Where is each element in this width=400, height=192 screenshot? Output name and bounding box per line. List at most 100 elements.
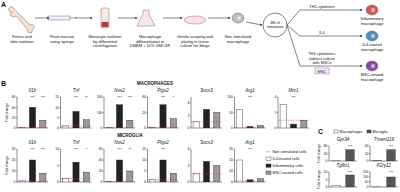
- tick: [369, 146, 370, 147]
- bar: [73, 162, 79, 182]
- tick: [369, 153, 370, 154]
- bar: [127, 120, 133, 128]
- pellet: [102, 22, 109, 27]
- tick: [369, 177, 370, 178]
- label: Mrc1: [289, 88, 299, 93]
- bar: [170, 119, 176, 128]
- y-axis: [191, 97, 192, 128]
- label: ***: [74, 148, 79, 152]
- y-axis: [370, 146, 371, 161]
- label: 0: [101, 180, 103, 184]
- bone: [9, 7, 35, 33]
- label: 5: [144, 169, 146, 173]
- tick: [233, 149, 234, 150]
- bar: [290, 124, 296, 128]
- label: tibia isolation: [10, 39, 33, 44]
- label: 0: [188, 180, 190, 184]
- label: 20: [12, 116, 16, 120]
- label: 20: [99, 169, 103, 173]
- label: 0: [188, 126, 190, 130]
- y-axis: [104, 149, 105, 182]
- label: 30: [229, 147, 233, 151]
- tick: [190, 182, 191, 183]
- label: Tmem119: [374, 137, 394, 142]
- label: P2ry12: [377, 163, 392, 168]
- bar: [83, 172, 89, 182]
- legend-swatch: [334, 130, 338, 133]
- label: MICROGLIA: [117, 133, 143, 138]
- label: Il1b: [29, 88, 37, 93]
- label: 4: [188, 101, 190, 105]
- bar: [237, 109, 243, 128]
- legend-swatch: [266, 164, 271, 167]
- label: macrophage: [361, 77, 384, 82]
- tick: [103, 160, 104, 161]
- plot: [104, 105, 135, 128]
- branch: [287, 10, 300, 25]
- bar: [237, 160, 243, 182]
- label: 150: [363, 170, 369, 174]
- tick: [103, 112, 104, 113]
- y-axis: [17, 149, 18, 182]
- label: Tgfbr1: [336, 163, 350, 168]
- label: Nos2: [114, 88, 125, 93]
- plot: [17, 107, 48, 128]
- tick: [16, 160, 17, 161]
- label: 60: [12, 95, 16, 99]
- label: 0: [367, 185, 369, 189]
- y-axis: [104, 97, 105, 128]
- label: ***: [74, 96, 79, 100]
- reference-line: [235, 127, 266, 128]
- label: 5: [57, 164, 59, 168]
- tick: [59, 117, 60, 118]
- tick: [328, 153, 329, 154]
- tick: [369, 161, 370, 162]
- label: ***: [348, 145, 353, 149]
- tick: [190, 115, 191, 116]
- arrow: [300, 66, 362, 67]
- bar: [29, 107, 35, 128]
- tick: [233, 97, 234, 98]
- nucleus: [237, 16, 241, 20]
- reference-line: [61, 178, 92, 179]
- label: 100: [227, 95, 233, 99]
- tick: [233, 171, 234, 172]
- reference-line: [17, 127, 48, 128]
- bar: [127, 171, 133, 182]
- label: Arg1: [244, 140, 255, 145]
- label: 4: [188, 147, 190, 151]
- plot: [235, 160, 266, 182]
- label: ***: [248, 96, 253, 100]
- bar: [40, 120, 46, 128]
- y-axis: [370, 172, 371, 187]
- label: 10: [55, 106, 59, 110]
- tick: [233, 182, 234, 183]
- label: ***: [389, 145, 394, 149]
- label: IL4: [319, 30, 325, 35]
- bar: [203, 161, 209, 182]
- label: 40: [324, 152, 328, 156]
- bar: [150, 180, 156, 182]
- bar: [63, 179, 69, 182]
- bar: [116, 160, 122, 182]
- label: Tnf: [73, 88, 80, 93]
- legend-swatch: [266, 157, 271, 160]
- tick: [190, 165, 191, 166]
- label: 2: [188, 114, 190, 118]
- reference-line: [235, 180, 266, 181]
- y-axis: [17, 97, 18, 128]
- label: Fold change: [317, 170, 321, 189]
- arrow: [300, 10, 362, 11]
- label: 0: [144, 126, 146, 130]
- tick: [146, 128, 147, 129]
- label: ***: [41, 96, 46, 100]
- tick: [233, 160, 234, 161]
- label: 30: [12, 147, 16, 151]
- label: ***: [348, 171, 353, 175]
- label: Socs3: [200, 140, 213, 145]
- y-axis: [191, 149, 192, 182]
- label: Fold change: [5, 103, 9, 122]
- label: 0: [326, 185, 328, 189]
- label: 40: [142, 95, 146, 99]
- msc-box: [315, 68, 329, 74]
